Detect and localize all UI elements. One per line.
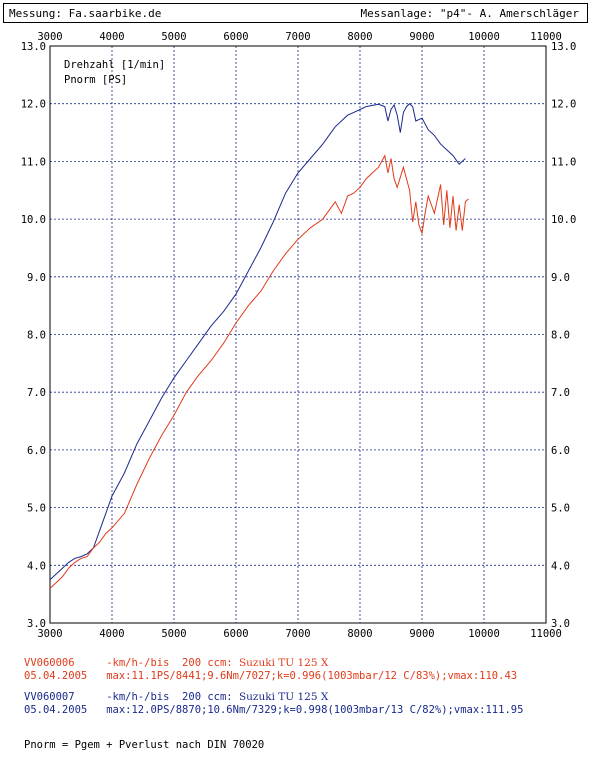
- x-tick-label-top: 7000: [285, 31, 310, 43]
- y-tick-label-left: 13.0: [21, 41, 46, 53]
- run1-settings: -km/h-/bis 200 ccm:: [106, 657, 233, 669]
- dyno-chart: 3000 3000 4000 4000 5000 5000 6000 6000 7000 7000…: [21, 31, 577, 640]
- x-tick-label-bottom: 11000: [530, 628, 562, 640]
- x-tick-label-top: 4000: [99, 31, 124, 43]
- y-tick-label-left: 6.0: [27, 445, 46, 457]
- x-tick-label-bottom: 5000: [161, 628, 186, 640]
- din-note: Pnorm = Pgem + Pverlust nach DIN 70020: [24, 739, 265, 751]
- series: [49, 103, 469, 589]
- legend-entry: Pnorm [PS]: [64, 74, 127, 86]
- plot-frame: [49, 45, 547, 624]
- x-tick-label-top: 10000: [468, 31, 500, 43]
- run2-model: Suzuki TU 125 X: [238, 691, 329, 703]
- y-tick-label-left: 9.0: [27, 272, 46, 284]
- tick-labels: 3000 3000 4000 4000 5000 5000 6000 6000 7000 7000…: [21, 31, 577, 640]
- x-tick-label-top: 5000: [161, 31, 186, 43]
- run1-line2: 05.04.2005 max:11.1PS/8441;9.6Nm/7027;k=…: [24, 670, 517, 682]
- y-tick-label-right: 6.0: [551, 445, 570, 457]
- series-line-blue: [49, 103, 466, 581]
- x-tick-label-bottom: 8000: [347, 628, 372, 640]
- series-line-red: [49, 154, 469, 589]
- run2-settings: -km/h-/bis 200 ccm:: [106, 691, 233, 703]
- y-tick-label-left: 4.0: [27, 560, 46, 572]
- y-tick-label-left: 11.0: [21, 156, 46, 168]
- y-tick-label-right: 13.0: [551, 41, 576, 53]
- x-tick-label-bottom: 6000: [223, 628, 248, 640]
- y-tick-label-right: 5.0: [551, 503, 570, 515]
- x-tick-label-bottom: 4000: [99, 628, 124, 640]
- y-tick-label-right: 12.0: [551, 99, 576, 111]
- measurement-system-label: Messanlage: "p4"- A. Amerschläger: [360, 7, 579, 20]
- legend: Drehzahl [1/min] Pnorm [PS]: [64, 59, 165, 86]
- run2-max: max:12.0PS/8870;10.6Nm/7329;k=0.998(1003…: [106, 704, 524, 716]
- y-tick-label-right: 8.0: [551, 330, 570, 342]
- y-tick-label-right: 10.0: [551, 214, 576, 226]
- y-tick-label-right: 3.0: [551, 618, 570, 630]
- header-box: Messung: Fa.saarbike.de Messanlage: "p4"…: [3, 3, 588, 23]
- measurement-label: Messung: Fa.saarbike.de: [9, 7, 162, 20]
- grid: [50, 46, 546, 623]
- x-tick-label-top: 9000: [409, 31, 434, 43]
- run1-id: VV060006: [24, 657, 75, 669]
- x-tick-label-top: 6000: [223, 31, 248, 43]
- x-tick-label-bottom: 10000: [468, 628, 500, 640]
- run1-line1: VV060006 -km/h-/bis 200 ccm: Suzuki TU 1…: [24, 657, 328, 669]
- run1-max: max:11.1PS/8441;9.6Nm/7027;k=0.996(1003m…: [106, 670, 518, 682]
- run2-line1: VV060007 -km/h-/bis 200 ccm: Suzuki TU 1…: [24, 691, 328, 703]
- y-tick-label-right: 11.0: [551, 156, 576, 168]
- run2-id: VV060007: [24, 691, 75, 703]
- run1-date: 05.04.2005: [24, 670, 88, 682]
- run1-model: Suzuki TU 125 X: [238, 657, 329, 669]
- y-tick-label-left: 3.0: [27, 618, 46, 630]
- y-tick-label-right: 4.0: [551, 560, 570, 572]
- y-tick-label-left: 12.0: [21, 99, 46, 111]
- y-tick-label-left: 7.0: [27, 387, 46, 399]
- x-tick-label-bottom: 9000: [409, 628, 434, 640]
- x-tick-label-bottom: 3000: [37, 628, 62, 640]
- x-tick-label-top: 3000: [37, 31, 62, 43]
- y-tick-label-right: 7.0: [551, 387, 570, 399]
- x-tick-label-top: 8000: [347, 31, 372, 43]
- run2-line2: 05.04.2005 max:12.0PS/8870;10.6Nm/7329;k…: [24, 704, 523, 716]
- x-tick-label-bottom: 7000: [285, 628, 310, 640]
- legend-entry: Drehzahl [1/min]: [64, 59, 165, 71]
- run2-date: 05.04.2005: [24, 704, 88, 716]
- y-tick-label-left: 10.0: [21, 214, 46, 226]
- y-tick-label-left: 8.0: [27, 330, 46, 342]
- y-tick-label-left: 5.0: [27, 503, 46, 515]
- x-tick-label-top: 11000: [530, 31, 562, 43]
- y-tick-label-right: 9.0: [551, 272, 570, 284]
